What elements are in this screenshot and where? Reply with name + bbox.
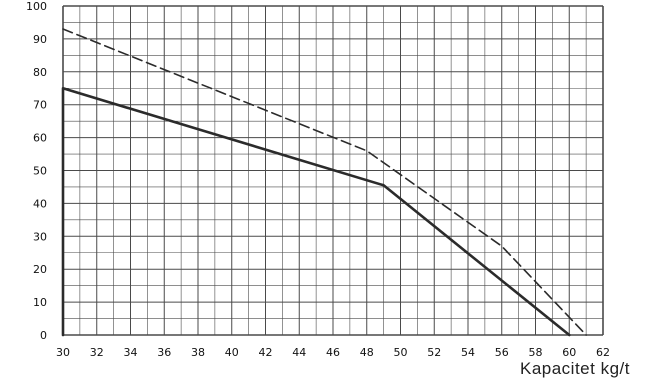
y-tick-label: 30 [33,230,47,243]
x-tick-label: 34 [124,346,138,359]
x-tick-label: 58 [529,346,543,359]
x-tick-label: 46 [326,346,340,359]
y-tick-label: 20 [33,263,47,276]
x-tick-label: 38 [191,346,205,359]
x-tick-label: 32 [90,346,104,359]
x-tick-label: 56 [495,346,509,359]
x-axis-title: Kapacitet kg/t [520,359,630,378]
x-tick-label: 54 [461,346,475,359]
y-tick-label: 0 [40,329,47,342]
x-tick-label: 30 [56,346,70,359]
y-tick-label: 10 [33,296,47,309]
series-line-solid [61,87,571,337]
x-tick-label: 52 [427,346,441,359]
y-tick-label: 40 [33,197,47,210]
x-tick-label: 48 [360,346,374,359]
y-tick-label: 70 [33,99,47,112]
y-tick-label: 80 [33,66,47,79]
x-tick-label: 50 [394,346,408,359]
x-tick-label: 60 [562,346,576,359]
x-tick-label: 44 [292,346,306,359]
y-tick-label: 60 [33,132,47,145]
y-tick-label: 90 [33,33,47,46]
x-tick-label: 62 [596,346,610,359]
tick-labels: 0 10 20 30 40 50 60 70 80 90 100 30 32 34 36 38 40 42 44 46… [26,0,610,359]
x-tick-label: 40 [225,346,239,359]
grid [62,5,604,336]
x-tick-label: 36 [157,346,171,359]
series-line-dashed [62,28,587,336]
series-layer [61,28,587,337]
y-tick-label: 100 [26,0,47,13]
x-tick-label: 42 [259,346,273,359]
y-tick-label: 50 [33,165,47,178]
